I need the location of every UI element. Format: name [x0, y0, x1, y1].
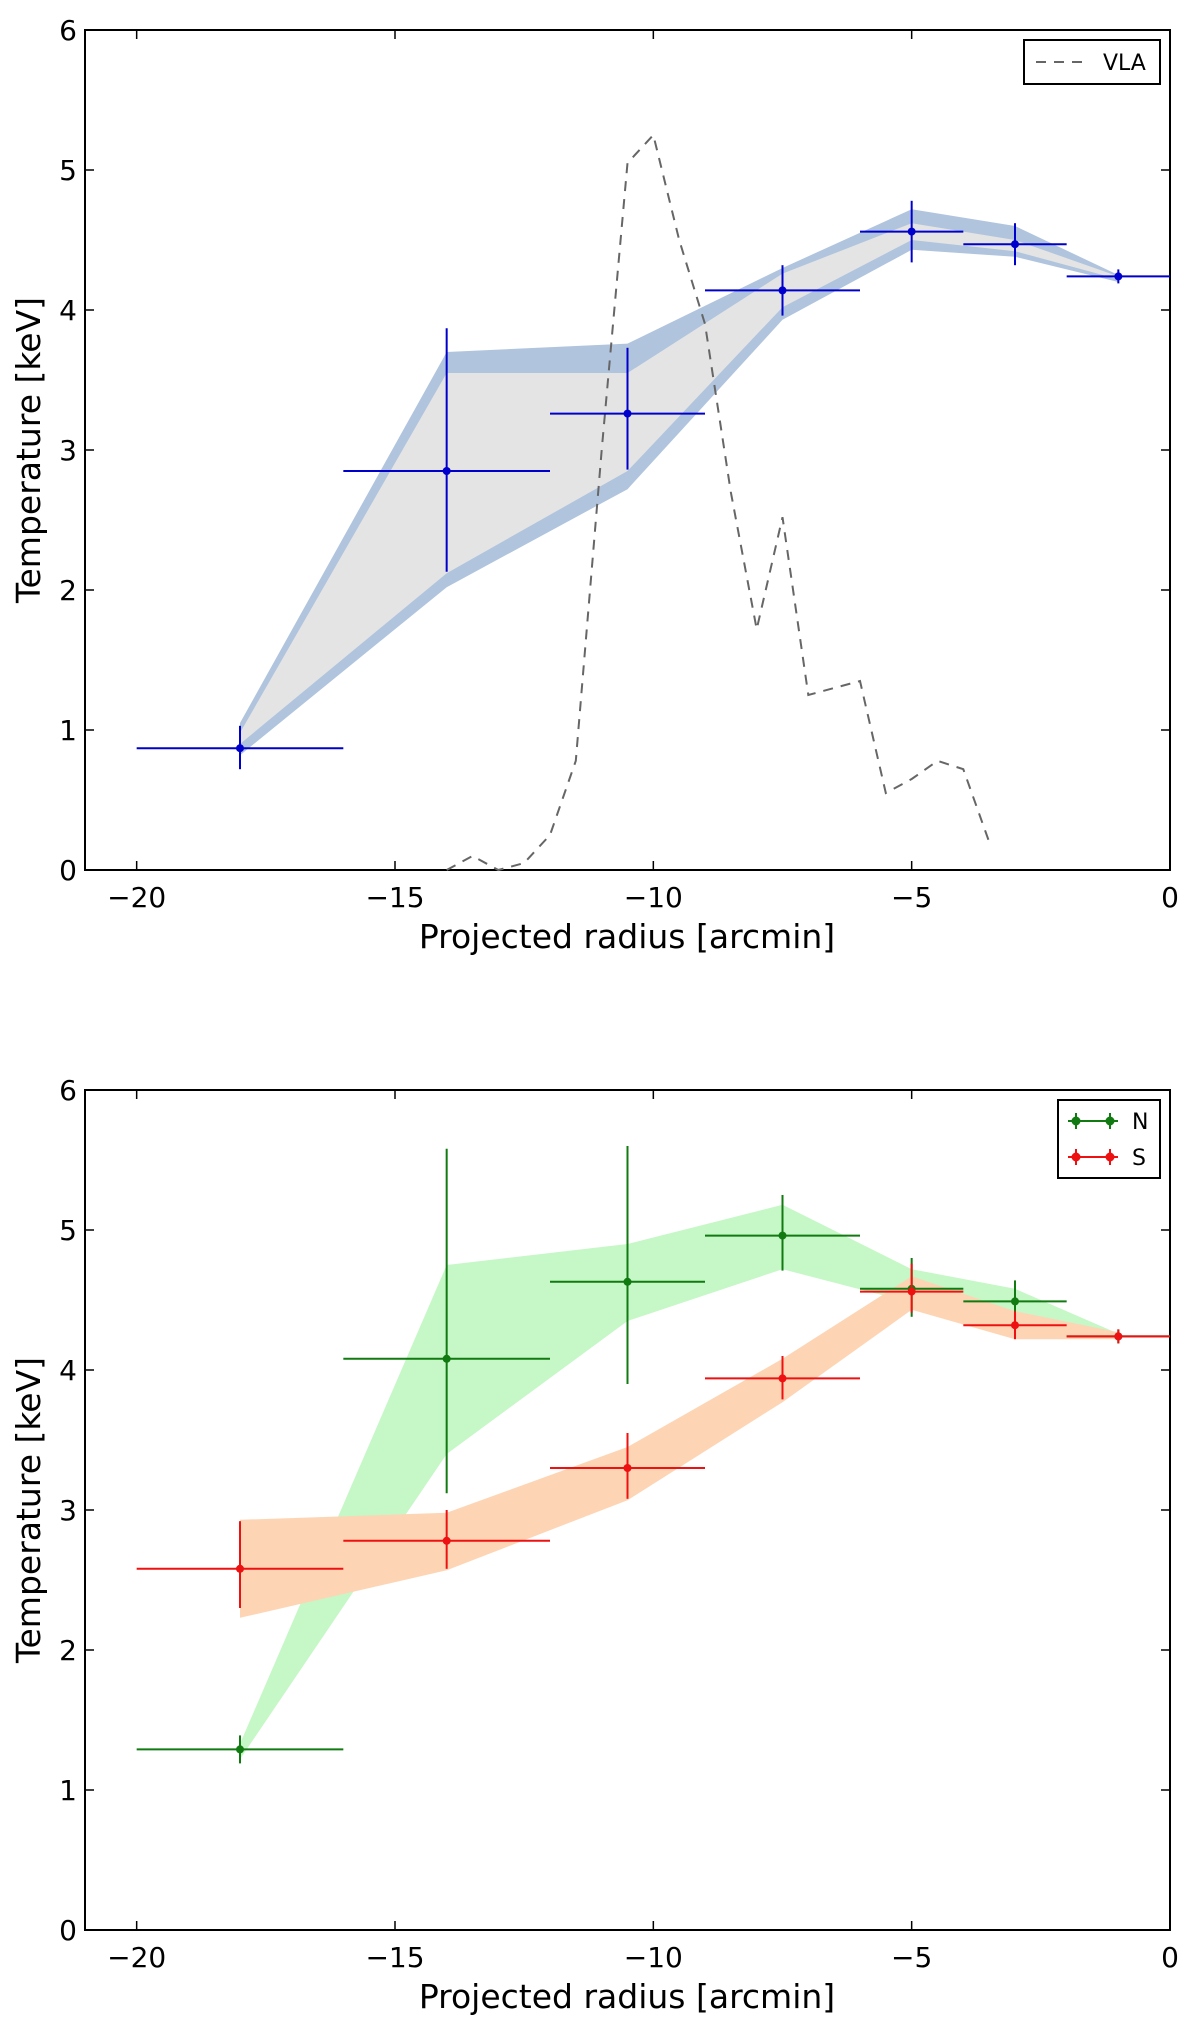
bottom-xtick-label: −15 [365, 1941, 424, 1974]
data-point [1114, 1332, 1123, 1341]
bottom-y-axis-label: Temperature [keV] [9, 1357, 48, 1664]
top-xtick-label: −20 [107, 881, 166, 914]
top-chart: −20 −15 −10 −5 0 0 1 2 3 4 5 6 Projected… [9, 14, 1179, 956]
top-series [136, 200, 1170, 770]
legend-s-symbol [1068, 1149, 1118, 1165]
data-point [236, 1564, 244, 1573]
top-legend: VLA [1023, 39, 1161, 85]
bottom-xtick-label: −5 [891, 1941, 932, 1974]
bottom-ytick-label: 5 [59, 1214, 77, 1247]
top-ytick-labels: 0 1 2 3 4 5 6 [59, 14, 77, 887]
data-point [907, 227, 916, 236]
bottom-ytick-label: 6 [59, 1074, 77, 1107]
bottom-bands [240, 1204, 1119, 1760]
errorbar-point-data [136, 725, 344, 770]
top-ytick-label: 6 [59, 14, 77, 47]
bottom-chart: −20 −15 −10 −5 0 0 1 2 3 4 5 6 Projected… [9, 1074, 1179, 2016]
data-point [1011, 240, 1019, 249]
legend-s-label: S [1132, 1146, 1146, 1171]
top-xtick-labels: −20 −15 −10 −5 0 [107, 881, 1179, 914]
top-xtick-label: −5 [891, 881, 932, 914]
bottom-x-axis-label: Projected radius [arcmin] [419, 1977, 835, 2016]
top-xtick-label: −15 [365, 881, 424, 914]
data-point [442, 1536, 451, 1545]
errorbar-point-data [860, 200, 964, 263]
data-point [1011, 1297, 1019, 1306]
errorbar-point-s [136, 1521, 344, 1608]
band-s-band [240, 1276, 1119, 1618]
data-point [623, 1464, 632, 1472]
data-point [236, 744, 244, 753]
bottom-ytick-label: 2 [59, 1634, 77, 1667]
data-point [778, 1374, 787, 1383]
band-inner-band [240, 223, 1119, 744]
data-point [623, 1277, 632, 1286]
bottom-legend: N S [1057, 1099, 1161, 1179]
bottom-ytick-label: 0 [59, 1914, 77, 1947]
data-point [1114, 272, 1123, 281]
bottom-series [136, 1146, 1170, 1764]
errorbar-point-s [860, 1263, 964, 1313]
data-point [1011, 1321, 1019, 1330]
legend-vla-label: VLA [1103, 51, 1146, 76]
data-point [442, 1354, 451, 1363]
errorbar-point-n [705, 1195, 860, 1271]
legend-n-label: N [1132, 1110, 1148, 1135]
band-n-band [240, 1204, 1119, 1760]
data-point [236, 1745, 244, 1754]
top-x-axis-label: Projected radius [arcmin] [419, 917, 835, 956]
errorbar-point-s [963, 1311, 1067, 1340]
bottom-xtick-label: −10 [624, 1941, 683, 1974]
bottom-xtick-label: −20 [107, 1941, 166, 1974]
data-point [907, 1287, 916, 1296]
top-xtick-label: −10 [624, 881, 683, 914]
bottom-xtick-labels: −20 −15 −10 −5 0 [107, 1941, 1179, 1974]
bottom-ytick-labels: 0 1 2 3 4 5 6 [59, 1074, 77, 1947]
data-point [778, 286, 787, 295]
top-ytick-label: 3 [59, 434, 77, 467]
errorbar-point-data [705, 265, 860, 316]
errorbar-point-s [1066, 1329, 1170, 1344]
data-point [442, 467, 451, 475]
top-ytick-label: 1 [59, 714, 77, 747]
top-ytick-label: 0 [59, 854, 77, 887]
top-ticks [85, 29, 1171, 871]
line-vla [446, 132, 991, 872]
errorbar-point-n [550, 1146, 705, 1384]
bottom-ytick-label: 1 [59, 1774, 77, 1807]
errorbar-point-s [705, 1356, 860, 1400]
legend-n-symbol [1068, 1113, 1118, 1129]
errorbar-point-s [550, 1433, 705, 1499]
errorbar-point-n [136, 1735, 344, 1764]
errorbar-point-data [1066, 269, 1170, 284]
top-legend-box [1023, 39, 1161, 85]
top-xtick-label: 0 [1161, 881, 1179, 914]
errorbar-point-data [343, 328, 550, 572]
top-ytick-label: 4 [59, 294, 77, 327]
top-bands [240, 209, 1119, 756]
top-lines [446, 132, 991, 872]
errorbar-point-data [550, 347, 705, 470]
data-point [778, 1231, 787, 1240]
top-ytick-label: 2 [59, 574, 77, 607]
errorbar-point-s [343, 1510, 550, 1569]
errorbar-point-data [963, 223, 1067, 266]
bottom-ytick-label: 3 [59, 1494, 77, 1527]
top-y-axis-label: Temperature [keV] [9, 297, 48, 604]
bottom-ticks [85, 1089, 1171, 1931]
bottom-xtick-label: 0 [1161, 1941, 1179, 1974]
bottom-ytick-label: 4 [59, 1354, 77, 1387]
data-point [623, 409, 632, 418]
top-ytick-label: 5 [59, 154, 77, 187]
errorbar-point-n [343, 1148, 550, 1494]
